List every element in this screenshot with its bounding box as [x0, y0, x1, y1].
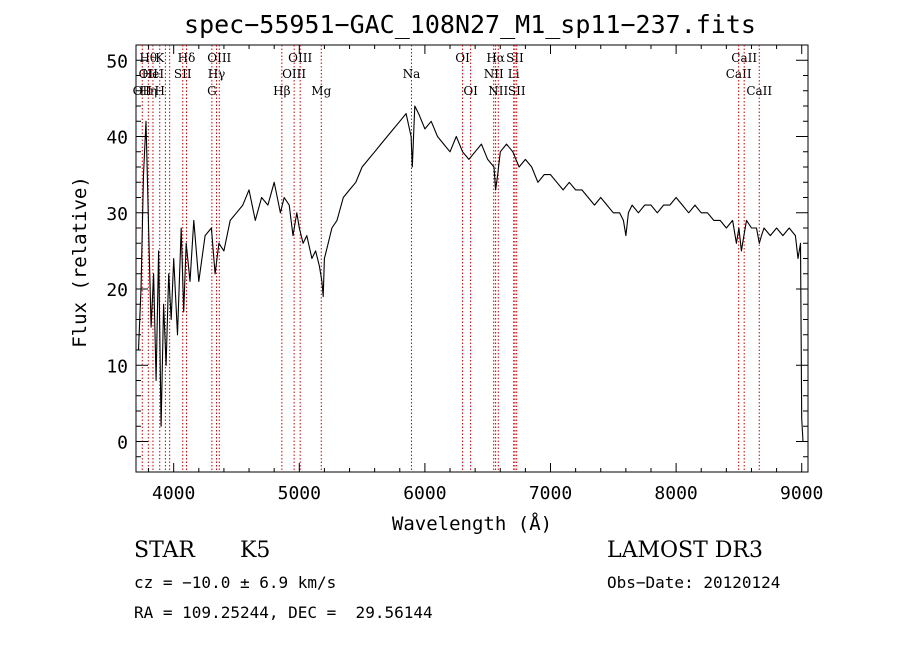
- x-tick-label: 9000: [780, 483, 823, 504]
- object-class: STAR: [134, 538, 195, 563]
- marker-label: OIII: [282, 67, 306, 81]
- redshift-cz: cz = −10.0 ± 6.9 km/s: [134, 573, 337, 592]
- marker-label: NII: [484, 67, 504, 81]
- marker-label: CaII: [726, 67, 752, 81]
- marker-label: Hβ: [273, 84, 290, 98]
- marker-label: OII: [133, 84, 153, 98]
- marker-label: SII: [508, 84, 526, 98]
- marker-label: Hδ: [178, 51, 196, 65]
- y-tick-label: 0: [117, 433, 128, 454]
- x-tick-label: 4000: [152, 483, 195, 504]
- marker-label: Hθ: [139, 51, 157, 65]
- marker-label: SII: [174, 67, 192, 81]
- marker-label: Hγ: [208, 67, 226, 81]
- y-tick-label: 40: [106, 128, 128, 149]
- marker-label: Li: [508, 67, 520, 81]
- marker-label: HeI: [142, 67, 165, 81]
- marker-label: OIII: [207, 51, 231, 65]
- y-tick-label: 30: [106, 204, 128, 225]
- marker-label: Mg: [311, 84, 331, 98]
- marker-label: G: [207, 84, 217, 98]
- sky-coordinates: RA = 109.25244, DEC = 29.56144: [134, 603, 433, 622]
- x-axis-label: Wavelength (Å): [392, 512, 552, 535]
- x-tick-label: 8000: [654, 483, 697, 504]
- emission-line-markers: OIIHθOIIHηHeIKHSIIHδGHγOIIIHβOIIIOIIIMgN…: [133, 45, 772, 472]
- spectrum-series-0: [137, 105, 804, 442]
- spectral-subclass: K5: [240, 538, 271, 563]
- x-tick-label: 7000: [529, 483, 572, 504]
- x-tick-label: 6000: [403, 483, 446, 504]
- marker-label: OIII: [288, 51, 312, 65]
- marker-label: K: [155, 51, 165, 65]
- y-tick-label: 50: [106, 51, 128, 72]
- marker-label: NII: [488, 84, 508, 98]
- marker-label: H: [155, 84, 165, 98]
- marker-label: Hα: [486, 51, 505, 65]
- spectrum-chart: spec−55951−GAC_108N27_M1_sp11−237.fits O…: [69, 10, 823, 535]
- spectrum-series-layer: [137, 105, 804, 442]
- observation-date: Obs−Date: 20120124: [607, 573, 781, 592]
- survey-name: LAMOST DR3: [607, 538, 763, 563]
- y-axis-label: Flux (relative): [69, 176, 91, 348]
- marker-label: CaII: [746, 84, 772, 98]
- y-tick-label: 20: [106, 280, 128, 301]
- marker-label: CaII: [731, 51, 757, 65]
- y-tick-label: 10: [106, 356, 128, 377]
- chart-title: spec−55951−GAC_108N27_M1_sp11−237.fits: [184, 10, 756, 39]
- plot-frame: [135, 44, 809, 473]
- marker-label: OI: [455, 51, 470, 65]
- marker-label: SII: [506, 51, 524, 65]
- marker-label: Na: [403, 67, 421, 81]
- axis-ticks: 4000 5000 6000 7000 8000 9000 0 10 20 30 40 50: [106, 44, 823, 504]
- x-tick-label: 5000: [278, 483, 321, 504]
- marker-label: OI: [463, 84, 478, 98]
